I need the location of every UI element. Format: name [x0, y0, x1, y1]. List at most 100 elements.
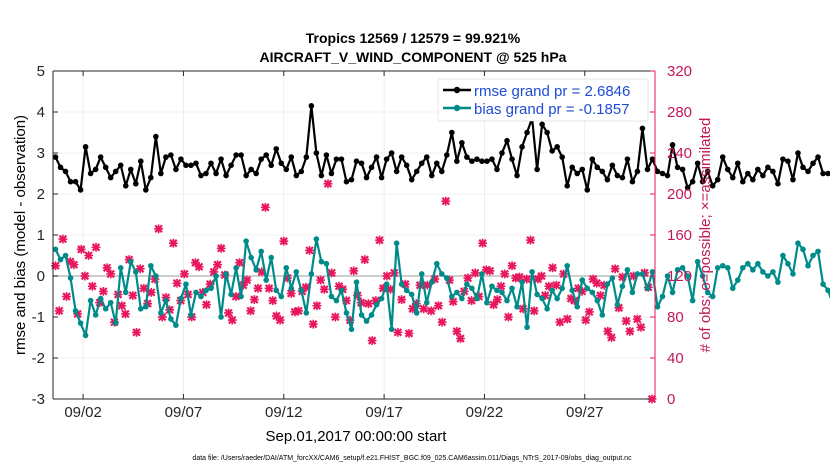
obs-assimilated-marker	[319, 284, 329, 294]
rmse-point	[77, 187, 84, 193]
obs-assimilated-marker	[191, 258, 200, 268]
obs-assimilated-marker	[84, 251, 94, 260]
rmse-point	[810, 160, 816, 167]
obs-assimilated-marker	[437, 317, 447, 327]
rmse-point	[785, 158, 791, 164]
obs-assimilated-marker	[249, 295, 259, 304]
obs-assimilated-marker	[592, 278, 602, 288]
bias-point	[368, 312, 375, 318]
obs-assimilated-marker	[308, 319, 318, 329]
rmse-point	[654, 168, 661, 175]
bias-point	[122, 289, 129, 296]
rmse-point	[709, 183, 716, 189]
bias-point	[233, 265, 239, 271]
rmse-point	[464, 154, 470, 160]
bias-point	[198, 293, 204, 300]
bias-point	[444, 275, 450, 281]
bias-point	[634, 271, 641, 277]
rmse-point	[589, 156, 596, 162]
bias-point	[107, 299, 114, 306]
legend-box	[437, 78, 649, 122]
rmse-point	[770, 168, 776, 175]
obs-assimilated-marker	[98, 286, 108, 296]
rmse-point	[127, 166, 134, 173]
bias-point	[449, 293, 455, 300]
obs-assimilated-marker	[213, 260, 222, 270]
bias-point	[674, 267, 681, 273]
obs-assimilated-marker	[507, 261, 517, 271]
bias-point	[57, 256, 64, 263]
obs-assimilated-marker	[106, 269, 116, 279]
bias-point	[785, 260, 791, 267]
rmse-point	[107, 174, 114, 181]
rmse-point	[805, 168, 811, 175]
rmse-point	[619, 174, 626, 181]
rmse-point	[519, 144, 525, 150]
rmse-point	[704, 168, 711, 175]
rmse-point	[223, 172, 229, 179]
obs-assimilated-marker	[87, 281, 97, 291]
rmse-point	[298, 168, 305, 175]
bias-point	[92, 312, 99, 318]
obs-assimilated-marker	[581, 315, 591, 325]
obs-assimilated-marker	[492, 295, 502, 304]
rmse-point	[173, 166, 179, 173]
bias-point	[428, 279, 435, 285]
rmse-point	[469, 158, 475, 164]
y-tick-label: 3	[37, 145, 45, 162]
rmse-point	[363, 174, 370, 181]
axes: -3 -2 -1 0 1 2 3 4 5 0 40 80 120 160 200 240 280 320 09/02…	[32, 63, 692, 421]
rmse-point	[634, 168, 641, 175]
rmse-point	[438, 168, 445, 175]
bias-point	[810, 252, 816, 259]
bias-point	[363, 318, 370, 324]
obs-assimilated-marker	[117, 301, 127, 311]
x-axis-label: Sep.01,2017 00:00:00 start	[266, 428, 448, 445]
bias-point	[664, 273, 671, 279]
rmse-point	[353, 158, 360, 164]
bias-point	[795, 240, 801, 246]
rmse-point	[203, 170, 209, 177]
rmse-point	[659, 170, 666, 177]
rmse-point	[509, 156, 515, 162]
rmse-point	[168, 152, 174, 158]
bias-point	[524, 324, 530, 331]
rmse-point	[729, 174, 736, 181]
obs-assimilated-marker	[515, 272, 524, 282]
bias-point	[393, 240, 400, 246]
rmse-point	[57, 164, 64, 171]
bias-point	[117, 265, 124, 271]
rmse-point	[549, 148, 555, 154]
rmse-point	[303, 154, 310, 160]
bias-point	[589, 289, 596, 296]
obs-assimilated-marker	[323, 179, 333, 189]
bias-point	[765, 273, 771, 279]
obs-assimilated-marker	[537, 271, 546, 281]
bias-point	[619, 283, 626, 290]
obs-assimilated-marker	[194, 262, 204, 272]
obs-assimilated-marker	[58, 234, 68, 244]
bias-point	[288, 285, 295, 292]
rmse-point	[629, 178, 636, 185]
rmse-point	[499, 150, 505, 156]
bias-point	[268, 254, 275, 261]
rmse-point	[534, 166, 540, 173]
rmse-point	[418, 160, 425, 167]
rmse-point	[228, 162, 234, 169]
obs-assimilated-marker	[246, 306, 256, 316]
rmse-point	[479, 158, 485, 164]
y-tick-label: 4	[37, 104, 45, 121]
rmse-point	[333, 156, 340, 162]
bias-point	[569, 287, 576, 294]
bias-point	[398, 281, 405, 288]
rmse-point	[745, 170, 751, 177]
rmse-point	[724, 166, 731, 173]
rmse-point	[689, 178, 696, 185]
bias-point	[258, 248, 264, 255]
bias-point	[168, 316, 174, 322]
rmse-point	[780, 156, 786, 162]
rmse-point	[644, 166, 651, 173]
rmse-point	[454, 158, 460, 164]
obs-assimilated-marker	[467, 296, 476, 306]
